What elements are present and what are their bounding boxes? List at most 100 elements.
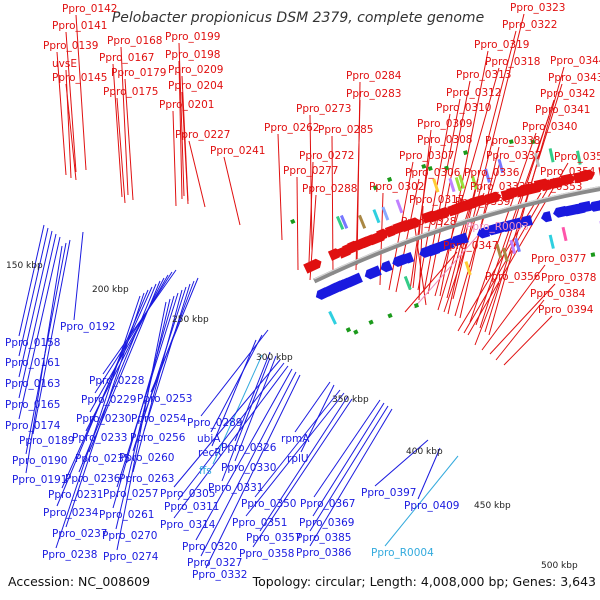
gene-label-bottom[interactable]: Ppro_0256: [130, 432, 186, 444]
gene-label-top[interactable]: Ppro_0336: [464, 167, 520, 179]
gene-label-top[interactable]: Ppro_0322: [502, 19, 557, 31]
gene-label-top[interactable]: Ppro_0337: [486, 150, 541, 162]
gene-label-top[interactable]: Ppro_0323: [510, 2, 565, 14]
gene-label-top[interactable]: Ppro_0142: [62, 3, 117, 15]
gene-label-top[interactable]: Ppro_0241: [210, 145, 265, 157]
gene-label-top[interactable]: Ppro_0145: [52, 72, 107, 84]
gene-label-top[interactable]: Ppro_0378: [541, 272, 596, 284]
gene-label-top[interactable]: Ppro_0198: [165, 49, 220, 61]
gene-label-top[interactable]: Ppro_0175: [103, 86, 158, 98]
gene-label-bottom[interactable]: Ppro_0230: [76, 413, 131, 425]
gene-label-bottom[interactable]: Ppro_0314: [160, 519, 216, 531]
gene-label-bottom[interactable]: Ppro_0158: [5, 337, 60, 349]
gene-label-bottom[interactable]: Ppro_0332: [192, 569, 247, 581]
gene-label-bottom[interactable]: Ppro_0320: [182, 541, 237, 553]
gene-label-top[interactable]: Ppro_0277: [283, 165, 338, 177]
gene-label-top[interactable]: Ppro_0309: [417, 118, 472, 130]
gene-label-bottom[interactable]: Ppro_0233: [72, 432, 127, 444]
gene-label-bottom[interactable]: Ppro_0191: [12, 474, 67, 486]
gene-label-top[interactable]: Ppro_0319: [474, 39, 529, 51]
gene-label-bottom[interactable]: Ppro_0326: [221, 442, 277, 454]
gene-label-bottom[interactable]: Ppro_0235: [75, 453, 130, 465]
gene-label-top[interactable]: Ppro_0273: [296, 103, 351, 115]
gene-label-top[interactable]: Ppro_0338: [485, 135, 540, 147]
gene-label-bottom[interactable]: Ppro_0228: [89, 375, 144, 387]
gene-label-top[interactable]: Ppro_0344: [550, 55, 600, 67]
gene-label-bottom[interactable]: Ppro_0327: [187, 557, 242, 569]
gene-label-top[interactable]: Ppro_0307: [399, 150, 454, 162]
gene-label-top[interactable]: Ppro_0302: [369, 181, 424, 193]
gene-label-bottom[interactable]: Ppro_0165: [5, 399, 60, 411]
gene-label-bottom[interactable]: Ppro_0260: [119, 452, 174, 464]
gene-label-top[interactable]: Ppro_0343: [548, 72, 600, 84]
gene-label-bottom[interactable]: Ppro_0190: [12, 455, 67, 467]
gene-label-top[interactable]: Ppro_0209: [168, 64, 223, 76]
gene-label-bottom[interactable]: Ppro_0409: [404, 500, 459, 512]
gene-label-top[interactable]: Ppro_0285: [318, 124, 373, 136]
gene-label-top[interactable]: Ppro_0342: [540, 88, 595, 100]
gene-label-top[interactable]: Ppro_0227: [175, 129, 230, 141]
gene-label-bottom[interactable]: Ppro_0385: [296, 532, 351, 544]
gene-label-top[interactable]: Ppro_0308: [417, 134, 472, 146]
gene-label-top[interactable]: Ppro_0310: [436, 102, 491, 114]
gene-label-bottom[interactable]: Ppro_0236: [65, 473, 121, 485]
gene-label-top[interactable]: Ppro_0333: [470, 181, 525, 193]
gene-label-top[interactable]: Ppro_0312: [446, 87, 501, 99]
gene-label-top[interactable]: Ppro_0199: [165, 31, 220, 43]
gene-label-bottom[interactable]: Ppro_0231: [48, 489, 103, 501]
gene-label-bottom[interactable]: Ppro_0274: [103, 551, 159, 563]
gene-label-top[interactable]: Ppro_0384: [530, 288, 586, 300]
gene-label-bottom[interactable]: Ppro_0263: [119, 473, 174, 485]
gene-label-top[interactable]: Ppro_0168: [107, 35, 162, 47]
gene-label-top[interactable]: uvsE: [52, 58, 77, 70]
gene-label-top[interactable]: Ppro_0353: [527, 181, 582, 193]
gene-labels[interactable]: Ppro_0142 Ppro_0141 Ppro_0139 uvsE Ppro_0145…: [5, 2, 600, 581]
gene-label-top[interactable]: Ppro_0141: [52, 20, 107, 32]
gene-label-top[interactable]: Ppro_0204: [168, 80, 224, 92]
gene-label-bottom[interactable]: Ppro_R0004: [371, 547, 434, 559]
gene-label-top[interactable]: Ppro_0262: [264, 122, 319, 134]
gene-label-top[interactable]: Ppro_0339: [455, 196, 510, 208]
gene-label-top[interactable]: Ppro_0317: [409, 194, 464, 206]
gene-label-top[interactable]: Ppro_0356: [485, 271, 541, 283]
gene-label-bottom[interactable]: Ppro_0253: [137, 393, 192, 405]
gene-label-bottom[interactable]: ffs: [199, 465, 212, 477]
gene-label-bottom[interactable]: recR: [198, 447, 222, 459]
gene-label-top[interactable]: Ppro_0347: [443, 240, 498, 252]
gene-label-bottom[interactable]: Ppro_0357: [246, 532, 301, 544]
gene-label-top[interactable]: Ppro_0201: [159, 99, 214, 111]
gene-label-top[interactable]: Ppro_0313: [456, 69, 511, 81]
gene-label-top[interactable]: Ppro_0288: [302, 183, 357, 195]
gene-label-bottom[interactable]: Ppro_0331: [208, 482, 263, 494]
gene-label-top[interactable]: Ppro_0306: [405, 167, 461, 179]
gene-label-bottom[interactable]: Ppro_0358: [239, 548, 294, 560]
gene-label-bottom[interactable]: Ppro_0257: [103, 488, 158, 500]
gene-label-top[interactable]: Ppro_R0003: [466, 221, 529, 233]
gene-label-bottom[interactable]: rpmA: [281, 433, 310, 445]
gene-label-bottom[interactable]: Ppro_0192: [60, 321, 115, 333]
gene-label-top[interactable]: Ppro_0283: [346, 88, 401, 100]
gene-label-bottom[interactable]: Ppro_0261: [99, 509, 154, 521]
gene-label-top[interactable]: Ppro_0354: [540, 166, 596, 178]
gene-label-top[interactable]: Ppro_0179: [111, 67, 166, 79]
gene-label-top[interactable]: Ppro_0340: [522, 121, 577, 133]
gene-label-bottom[interactable]: Ppro_0270: [102, 530, 157, 542]
gene-label-bottom[interactable]: Ppro_0229: [81, 394, 136, 406]
gene-label-top[interactable]: Ppro_0167: [99, 52, 154, 64]
gene-label-bottom[interactable]: Ppro_0163: [5, 378, 60, 390]
gene-label-bottom[interactable]: Ppro_0330: [221, 462, 276, 474]
gene-label-top[interactable]: Ppro_0328: [401, 216, 456, 228]
gene-label-top[interactable]: Ppro_0377: [531, 253, 586, 265]
gene-label-bottom[interactable]: ubiA: [197, 433, 221, 445]
gene-label-top[interactable]: Ppro_0284: [346, 70, 402, 82]
gene-label-top[interactable]: Ppro_0341: [535, 104, 590, 116]
gene-label-top[interactable]: Ppro_0139: [43, 40, 98, 52]
gene-label-bottom[interactable]: Ppro_0369: [299, 517, 354, 529]
gene-label-bottom[interactable]: Ppro_0351: [232, 517, 287, 529]
gene-label-bottom[interactable]: Ppro_0386: [296, 547, 352, 559]
gene-label-top[interactable]: Ppro_0355: [554, 151, 600, 163]
gene-label-bottom[interactable]: Ppro_0237: [52, 528, 107, 540]
gene-label-bottom[interactable]: Ppro_0254: [131, 413, 187, 425]
gene-label-bottom[interactable]: rplU: [287, 453, 309, 465]
gene-label-bottom[interactable]: Ppro_0161: [5, 357, 60, 369]
